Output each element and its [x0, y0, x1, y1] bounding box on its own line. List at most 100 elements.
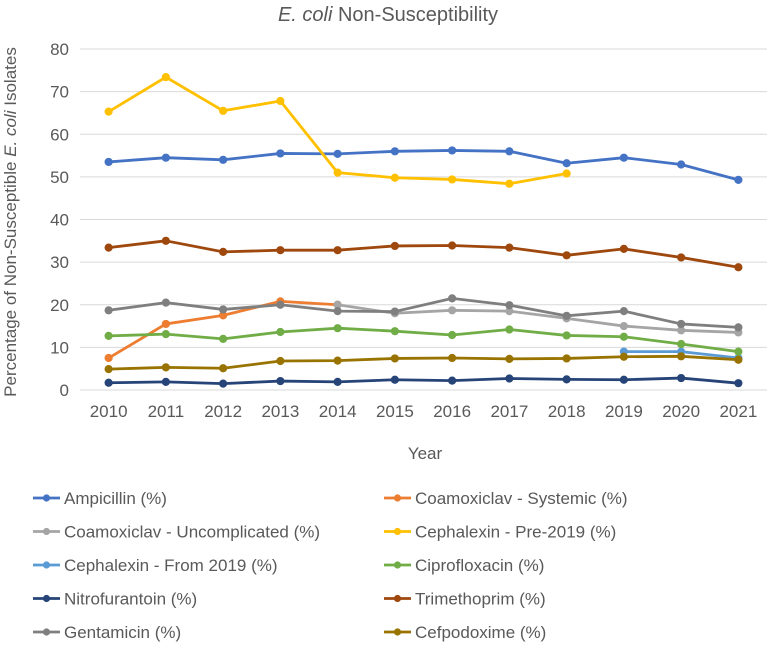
chart-title: E. coli Non-Susceptibility	[278, 4, 498, 26]
data-point	[677, 253, 686, 262]
data-point	[734, 323, 743, 332]
data-point	[219, 106, 228, 115]
data-point	[619, 307, 628, 316]
data-point	[505, 147, 514, 156]
legend-label: Coamoxiclav - Systemic (%)	[415, 489, 628, 508]
legend-item: Cephalexin - From 2019 (%)	[33, 556, 278, 575]
x-axis-ticks: 2010 2011 2012 2013 2014 2015 2016 2017 2018 2019…	[90, 402, 758, 421]
data-point	[390, 327, 399, 336]
data-point	[619, 153, 628, 162]
data-point	[219, 379, 228, 388]
legend-item: Ampicillin (%)	[33, 489, 167, 508]
data-point	[276, 96, 285, 106]
data-point	[562, 159, 571, 168]
data-point	[219, 364, 228, 373]
y-axis-title-italic: E. coli	[1, 109, 20, 157]
x-tick-label: 2010	[90, 402, 128, 421]
data-point	[448, 146, 457, 155]
data-point	[505, 374, 514, 383]
x-tick-label: 2015	[376, 402, 414, 421]
data-point	[619, 321, 628, 331]
x-tick-label: 2021	[719, 402, 757, 421]
data-point	[104, 306, 113, 315]
data-point	[677, 319, 686, 329]
series-9	[104, 352, 743, 374]
chart-title-rest: Non-Susceptibility	[332, 4, 498, 26]
legend-label: Coamoxiclav - Uncomplicated (%)	[64, 523, 320, 542]
data-point	[276, 300, 285, 309]
legend-label: Trimethoprim (%)	[415, 590, 546, 609]
x-tick-label: 2019	[605, 402, 643, 421]
data-point	[562, 354, 571, 363]
data-point	[104, 243, 113, 252]
data-point	[219, 155, 228, 164]
y-axis-ticks: 0 10 20 30 40 50 60 70 80	[50, 40, 69, 400]
data-point	[333, 324, 342, 333]
x-axis-title: Year	[408, 444, 443, 463]
data-point	[677, 160, 686, 169]
series-line	[107, 239, 740, 269]
legend-item: Gentamicin (%)	[33, 623, 181, 642]
series-7	[104, 236, 743, 272]
legend-item: Cephalexin - Pre-2019 (%)	[384, 523, 616, 542]
legend-item: Coamoxiclav - Uncomplicated (%)	[33, 523, 320, 542]
data-point	[677, 339, 686, 349]
data-point	[562, 251, 571, 260]
legend-swatch-marker	[393, 561, 402, 569]
x-tick-label: 2012	[204, 402, 242, 421]
data-point	[562, 331, 571, 340]
data-point	[505, 179, 514, 188]
x-tick-label: 2016	[433, 402, 471, 421]
data-point	[390, 375, 399, 384]
legend-label: Cephalexin - Pre-2019 (%)	[415, 523, 616, 542]
data-point	[734, 175, 743, 184]
series-line	[107, 149, 740, 182]
data-point	[104, 107, 113, 116]
data-point	[276, 327, 285, 337]
data-point	[276, 376, 285, 386]
series-0	[104, 146, 743, 184]
legend-item: Ciprofloxacin (%)	[384, 556, 544, 575]
data-point	[333, 377, 342, 387]
data-point	[505, 325, 514, 334]
legend-swatch-marker	[42, 594, 51, 603]
data-point	[734, 379, 743, 388]
data-point	[161, 298, 170, 307]
data-point	[161, 377, 170, 387]
data-point	[161, 73, 170, 82]
gridlines	[80, 48, 767, 391]
series-5	[104, 324, 743, 356]
series-3	[104, 73, 571, 188]
legend-swatch-marker	[393, 527, 402, 536]
data-point	[448, 376, 457, 385]
data-point	[734, 355, 743, 364]
legend-swatch-marker	[42, 628, 51, 636]
data-point	[104, 378, 113, 387]
series-line	[107, 296, 740, 329]
data-point	[390, 147, 399, 156]
data-point	[219, 334, 228, 343]
series-lines	[104, 73, 743, 388]
data-point	[619, 244, 628, 254]
data-point	[333, 168, 342, 177]
series-line	[107, 75, 569, 186]
x-tick-label: 2013	[261, 402, 299, 421]
legend-label: Cephalexin - From 2019 (%)	[64, 556, 278, 575]
data-point	[104, 365, 113, 374]
y-tick-label: 50	[50, 168, 69, 187]
y-tick-label: 40	[50, 211, 69, 230]
data-point	[104, 331, 113, 340]
data-point	[619, 332, 628, 341]
y-tick-label: 30	[50, 253, 69, 272]
data-point	[619, 352, 628, 361]
legend-swatch-marker	[393, 494, 402, 502]
data-point	[104, 353, 113, 363]
series-line	[336, 303, 740, 334]
legend-item: Coamoxiclav - Systemic (%)	[384, 489, 628, 508]
series-6	[104, 373, 743, 388]
data-point	[562, 375, 571, 384]
data-point	[276, 246, 285, 255]
legend-item: Cefpodoxime (%)	[384, 623, 546, 642]
data-point	[390, 354, 399, 363]
data-point	[562, 311, 571, 320]
